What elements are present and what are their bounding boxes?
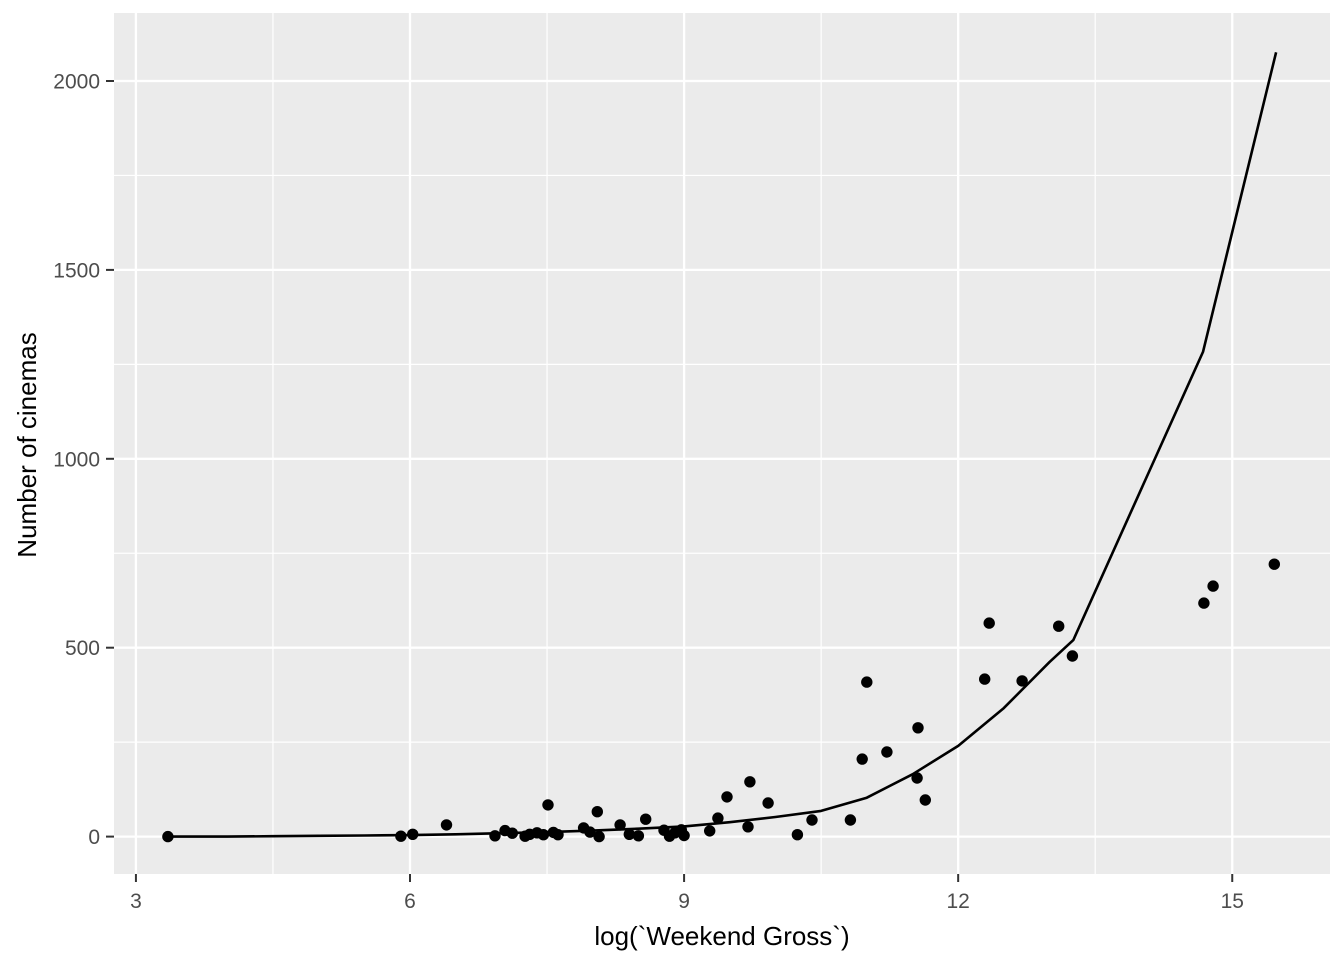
data-point [1066,650,1079,662]
y-tick-label: 2000 [53,71,100,94]
data-point [721,791,733,803]
data-point [712,812,724,824]
data-point [640,813,652,825]
panel-background [114,13,1330,874]
data-point [542,799,554,811]
data-point [407,828,419,840]
data-point [162,830,174,843]
y-tick-label: 1000 [53,448,100,471]
data-point [440,819,453,831]
data-point [983,617,995,629]
x-tick-label: 15 [1221,890,1244,913]
x-tick-label: 3 [130,890,142,913]
points-group [162,558,1281,843]
data-point [856,753,868,765]
grid-minor [114,13,1330,874]
y-axis-title: Number of cinemas [12,332,42,557]
axis-tick-marks [106,80,1234,882]
y-tick-label: 0 [88,826,100,849]
data-point [912,722,924,734]
data-point [881,746,893,758]
data-point [1198,597,1210,609]
data-point [844,814,857,826]
x-tick-label: 6 [404,890,416,913]
data-point [979,673,991,685]
smooth-line [167,51,1278,838]
data-point [1016,675,1028,687]
data-point [552,829,564,841]
data-point [762,797,774,809]
data-point [806,814,818,826]
data-point [632,830,645,842]
data-point [911,772,923,784]
data-point [537,829,550,841]
data-point [861,676,873,688]
y-tick-label: 500 [65,637,100,660]
y-tick-label: 1500 [53,259,100,282]
axis-tick-labels: 3 6 9 12 15 0 500 1000 1500 2000 [53,71,1244,913]
x-axis-title: log(`Weekend Gross`) [594,921,849,951]
data-point [1053,620,1065,632]
data-point [591,806,603,818]
data-point [678,829,690,842]
x-tick-label: 12 [946,890,969,913]
data-point [489,830,501,842]
panel-background-group [114,13,1330,874]
data-point [584,826,596,838]
data-point [919,794,931,806]
data-point [395,830,407,842]
data-point [1268,558,1281,570]
data-point [1207,580,1219,592]
data-point [742,821,754,833]
data-point [791,829,804,841]
smooth-line-group [167,51,1278,838]
x-tick-label: 9 [678,890,690,913]
data-point [593,830,605,843]
data-point [614,819,626,831]
data-point [623,828,635,840]
data-point [744,776,756,788]
data-point [506,827,518,839]
data-point [704,825,716,837]
